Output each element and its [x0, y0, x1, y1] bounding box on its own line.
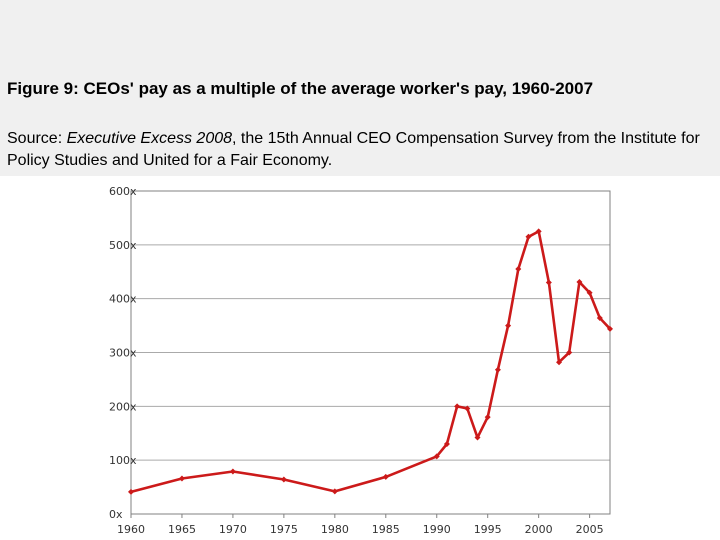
- data-point: [576, 278, 583, 285]
- series-points: [128, 228, 613, 495]
- data-point: [433, 453, 440, 460]
- x-axis-labels: 1960 1965 1970 1975 1980 1985 1990 1995 2000 2005: [117, 523, 604, 536]
- source-prefix: Source:: [7, 130, 67, 147]
- data-point: [331, 488, 338, 495]
- x-tick-label: 1965: [168, 523, 196, 536]
- y-tick-label: 500x: [109, 239, 137, 252]
- figure-title: Figure 9: CEOs' pay as a multiple of the…: [7, 79, 594, 98]
- data-point: [178, 475, 185, 482]
- data-point: [229, 468, 236, 475]
- y-tick-label: 200x: [109, 400, 137, 413]
- y-tick-label: 400x: [109, 293, 137, 306]
- x-tick-label: 2005: [576, 523, 604, 536]
- x-tick-label: 1970: [219, 523, 247, 536]
- data-point: [494, 366, 501, 373]
- data-point: [474, 434, 481, 441]
- y-axis-labels: 0x 100x 200x 300x 400x 500x 600x: [109, 185, 137, 521]
- grid-lines: [130, 244, 610, 518]
- data-point: [556, 359, 563, 366]
- figure-source: Source: Executive Excess 2008, the 15th …: [7, 128, 712, 172]
- data-point: [607, 325, 613, 332]
- data-point: [128, 488, 134, 495]
- data-point: [443, 441, 450, 448]
- y-tick-label: 0x: [109, 508, 123, 521]
- data-point: [484, 414, 491, 421]
- x-tick-label: 1990: [423, 523, 451, 536]
- data-point: [515, 266, 522, 273]
- x-tick-label: 2000: [525, 523, 553, 536]
- series-line: [130, 230, 611, 494]
- source-title: Executive Excess 2008: [66, 130, 233, 147]
- data-point: [505, 322, 512, 329]
- source-rest: , the 15th Annual CEO Compensation Surve…: [7, 130, 700, 169]
- x-tick-label: 1995: [474, 523, 502, 536]
- data-point: [586, 289, 593, 296]
- header-band: [0, 0, 720, 176]
- y-tick-label: 100x: [109, 454, 137, 467]
- y-tick-label: 300x: [109, 347, 137, 360]
- data-point: [596, 315, 603, 322]
- data-point: [566, 349, 573, 356]
- plot-frame: [130, 190, 611, 515]
- data-point: [382, 473, 389, 480]
- data-point: [535, 228, 542, 235]
- y-tick-label: 600x: [109, 185, 137, 198]
- data-point: [464, 405, 471, 412]
- data-point: [280, 476, 287, 483]
- x-tick-label: 1975: [270, 523, 298, 536]
- x-tick-label: 1960: [117, 523, 145, 536]
- x-tick-label: 1980: [321, 523, 349, 536]
- data-point: [525, 233, 532, 240]
- data-point: [454, 403, 461, 410]
- data-point: [545, 279, 552, 286]
- x-tick-label: 1985: [372, 523, 400, 536]
